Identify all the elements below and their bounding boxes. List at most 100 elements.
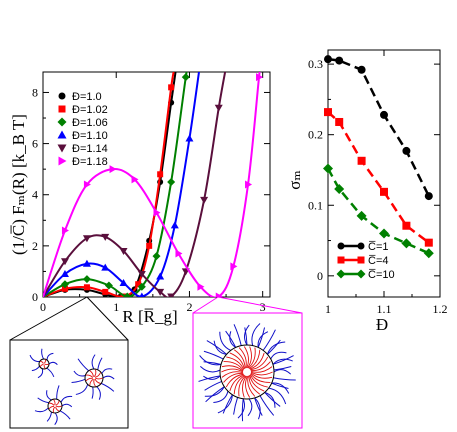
legend-label: C̅=10 [368,269,395,281]
data-point [379,228,389,239]
data-point [152,252,161,261]
y-tick-label: 8 [32,85,38,99]
data-point [83,284,90,291]
core-chain [245,375,251,398]
y-tick-label: 0.3 [308,57,323,71]
corona-chain [71,378,86,383]
core-chain [248,349,261,369]
y-tick-label: 6 [32,137,38,151]
corona-chain [273,377,296,381]
data-point [60,269,69,277]
data-point [200,196,209,204]
corona-chain [46,367,55,378]
corona-chain [266,341,286,355]
core-chain [44,363,49,365]
corona-chain [29,354,40,363]
series-line [327,57,430,197]
data-point [357,65,366,74]
corona-chain [213,340,227,355]
core-chain [223,361,244,371]
corona-chain [61,403,73,408]
y-tick-label: 2 [32,239,38,253]
corona-chain [254,397,263,416]
corona-chain [59,410,71,420]
inset-right-connector-b [217,296,303,314]
legend-label: Đ=1.10 [72,130,108,142]
corona-chain [96,386,101,400]
data-point [335,117,344,126]
inset-large-micelle [198,323,296,422]
corona-chain [73,370,86,377]
x-tick-label: 1.2 [433,302,448,316]
core-chain [250,373,271,383]
data-point [380,187,388,196]
series-line [43,72,175,297]
data-point [424,238,433,247]
core-chain [247,375,256,397]
core-chain [94,378,101,384]
legend-label: Đ=1.06 [72,117,108,129]
data-point [156,288,165,296]
data-point [402,146,411,155]
core-chain [85,377,93,382]
corona-chain [46,411,52,422]
data-point [185,134,194,142]
core-chain [221,365,244,372]
legend: Đ=1.0Đ=1.02Đ=1.06Đ=1.10Đ=1.14Đ=1.18 [57,91,108,168]
data-point [123,292,132,297]
corona-chain [254,397,261,420]
legend-marker [357,256,365,264]
corona-chain [101,382,115,392]
core-chain [233,349,246,369]
data-point [181,73,190,82]
core-chain [48,402,55,406]
corona-chain [241,398,244,422]
legend-label: Đ=1.0 [72,91,102,103]
core-chain [249,374,265,392]
corona-chain [268,387,287,405]
inset-small-micelles-box [9,339,129,429]
core-chain [43,359,46,364]
data-point [170,221,179,229]
micelle [71,354,115,400]
corona-chain [34,407,49,413]
micelle [29,348,58,379]
core-chain [89,370,94,377]
corona-chain [267,339,281,355]
legend-marker [336,269,346,279]
data-point [324,55,332,64]
corona-chain [204,381,222,391]
legend-marker [57,144,67,153]
data-point [82,259,91,267]
inset-right-connector-a [192,296,219,314]
corona-chain [91,386,94,399]
corona-chain [204,386,225,397]
corona-chain [222,394,233,414]
data-point [356,210,367,221]
legend-label: Đ=1.02 [72,104,108,116]
corona-chain [31,365,40,372]
core-chain [248,375,261,395]
series-line [43,72,200,297]
corona-chain [237,398,245,419]
corona-chain [102,375,115,380]
data-point [357,156,366,165]
data-point [61,226,69,235]
corona-chain [273,366,292,371]
core-chain [53,399,56,406]
corona-chain [199,355,222,366]
core-chain [250,356,269,371]
corona-chain [229,331,237,348]
series-line [327,111,430,244]
corona-chain [262,329,276,351]
data-point [131,175,139,184]
data-point [109,165,117,174]
y-tick-label: 0 [32,290,38,304]
data-point [256,73,264,82]
core-chain [55,406,60,412]
core-chain [93,369,97,377]
legend-label: C̅=1 [368,241,389,253]
core-chain [93,379,96,387]
data-point [167,293,176,297]
corona-chain [264,392,281,407]
